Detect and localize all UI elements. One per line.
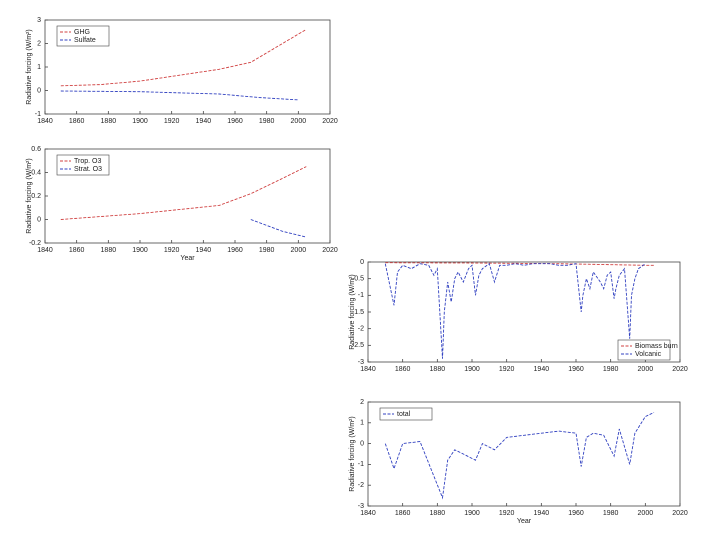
x-tick-label: 1920	[499, 510, 515, 517]
x-tick-label: 1880	[430, 366, 446, 373]
y-tick-label: 2	[360, 399, 364, 406]
y-tick-label: -2	[358, 482, 364, 489]
legend-box	[56, 25, 110, 47]
y-tick-label: 1	[37, 64, 41, 71]
legend-label: Sulfate	[74, 37, 96, 44]
legend-box	[617, 339, 671, 361]
y-tick-label: 0	[37, 216, 41, 223]
y-axis-label: Radiative forcing (W/m²)	[26, 158, 33, 233]
legend-label: total	[397, 411, 411, 418]
y-tick-label: -3	[358, 503, 364, 510]
x-tick-label: 1980	[603, 366, 619, 373]
x-tick-label: 1960	[568, 510, 584, 517]
y-tick-label: -1	[358, 461, 364, 468]
data-line	[384, 411, 655, 500]
y-tick-label: -1	[35, 111, 41, 118]
legend-label: GHG	[74, 29, 90, 36]
x-tick-label: 2020	[322, 247, 338, 254]
x-tick-label: 1840	[360, 510, 376, 517]
x-tick-label: 1840	[37, 118, 53, 125]
y-tick-label: -2	[358, 326, 364, 333]
y-tick-label: 0.4	[31, 169, 41, 176]
y-tick-label: -0.5	[352, 276, 364, 283]
x-tick-label: 2000	[291, 247, 307, 254]
y-tick-label: -2.5	[352, 342, 364, 349]
x-tick-label: 1860	[395, 366, 411, 373]
data-line	[385, 262, 654, 266]
legend-label: Strat. O3	[74, 166, 102, 173]
y-tick-label: 1	[360, 420, 364, 427]
y-tick-label: 0.6	[31, 146, 41, 153]
y-tick-label: -3	[358, 359, 364, 366]
x-tick-label: 1960	[227, 247, 243, 254]
plot-frame	[367, 401, 681, 507]
legend-label: Volcanic	[635, 351, 662, 358]
x-tick-label: 2000	[291, 118, 307, 125]
x-tick-label: 1880	[101, 118, 117, 125]
x-tick-label: 1960	[227, 118, 243, 125]
x-tick-label: 1880	[430, 510, 446, 517]
y-tick-label: 0.2	[31, 193, 41, 200]
x-tick-label: 2020	[322, 118, 338, 125]
x-tick-label: 1900	[464, 366, 480, 373]
x-tick-label: 1840	[37, 247, 53, 254]
data-line	[60, 29, 307, 87]
x-tick-label: 1860	[395, 510, 411, 517]
x-tick-label: 1980	[259, 247, 275, 254]
y-tick-label: 0	[360, 440, 364, 447]
x-tick-label: 1860	[69, 118, 85, 125]
y-tick-label: 0	[360, 259, 364, 266]
x-tick-label: 2000	[638, 510, 654, 517]
x-tick-label: 1900	[464, 510, 480, 517]
y-tick-label: 0	[37, 87, 41, 94]
x-tick-label: 1840	[360, 366, 376, 373]
y-tick-label: 3	[37, 17, 41, 24]
x-axis-label: Year	[180, 255, 195, 262]
y-axis-label: Radiative forcing (W/m²)	[349, 274, 356, 349]
y-tick-label: -0.2	[29, 240, 41, 247]
data-line	[60, 166, 307, 220]
y-tick-label: -1.5	[352, 309, 364, 316]
legend-label: Trop. O3	[74, 158, 101, 165]
x-tick-label: 2020	[672, 510, 688, 517]
x-tick-label: 1980	[259, 118, 275, 125]
y-tick-label: 2	[37, 40, 41, 47]
x-tick-label: 1940	[196, 247, 212, 254]
x-tick-label: 1920	[499, 366, 515, 373]
x-tick-label: 1980	[603, 510, 619, 517]
legend-box	[56, 154, 110, 176]
data-line	[60, 90, 299, 101]
x-tick-label: 1900	[132, 247, 148, 254]
data-line	[384, 262, 646, 359]
legend-box	[379, 407, 433, 421]
x-tick-label: 1940	[534, 366, 550, 373]
x-tick-label: 1920	[164, 118, 180, 125]
x-tick-label: 1940	[534, 510, 550, 517]
x-tick-label: 1880	[101, 247, 117, 254]
x-tick-label: 2020	[672, 366, 688, 373]
y-axis-label: Radiative forcing (W/m²)	[26, 29, 33, 104]
y-tick-label: -1	[358, 292, 364, 299]
legend-label: Biomass burn	[635, 343, 678, 350]
x-tick-label: 1940	[196, 118, 212, 125]
y-axis-label: Radiative forcing (W/m²)	[349, 416, 356, 491]
data-line	[250, 219, 307, 238]
x-tick-label: 2000	[638, 366, 654, 373]
x-tick-label: 1920	[164, 247, 180, 254]
x-axis-label: Year	[517, 518, 532, 525]
x-tick-label: 1860	[69, 247, 85, 254]
x-tick-label: 1900	[132, 118, 148, 125]
x-tick-label: 1960	[568, 366, 584, 373]
